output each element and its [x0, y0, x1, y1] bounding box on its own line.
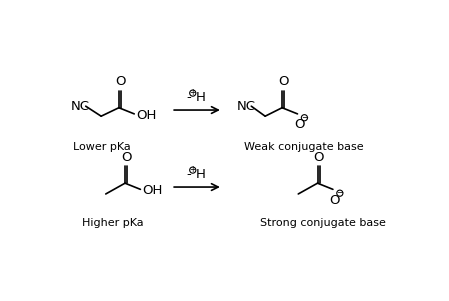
Text: O: O [278, 76, 289, 88]
Text: Weak conjugate base: Weak conjugate base [244, 142, 363, 152]
Text: O: O [294, 118, 304, 131]
Text: NC: NC [237, 100, 255, 113]
Text: Higher pKa: Higher pKa [82, 218, 144, 228]
Text: O: O [329, 194, 340, 206]
Text: - H: - H [187, 91, 206, 104]
Text: −: − [301, 113, 308, 122]
Text: −: − [336, 188, 343, 197]
Text: +: + [189, 165, 196, 174]
Text: OH: OH [142, 185, 163, 197]
Text: O: O [115, 76, 125, 88]
Text: NC: NC [71, 100, 90, 113]
Text: OH: OH [136, 109, 156, 122]
Text: O: O [121, 151, 132, 164]
Text: +: + [189, 88, 196, 97]
Text: - H: - H [187, 168, 206, 181]
Text: Lower pKa: Lower pKa [73, 142, 131, 152]
Text: Strong conjugate base: Strong conjugate base [260, 218, 386, 228]
Text: O: O [313, 151, 324, 164]
